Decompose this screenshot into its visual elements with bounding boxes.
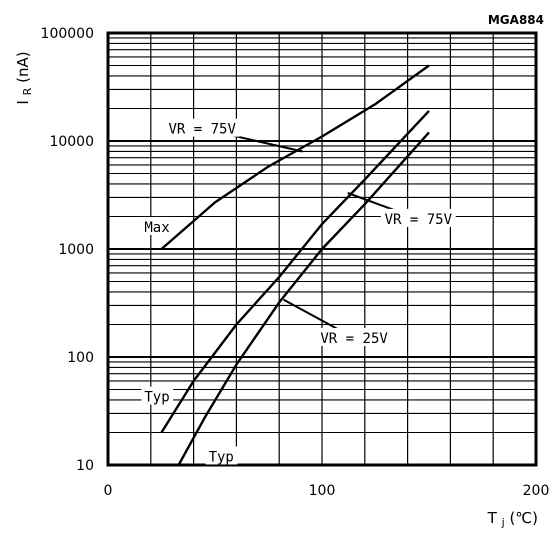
tick-labels: 10 100 1000 10000 100000 0 100 200 bbox=[41, 26, 550, 499]
y-tick-label: 10 bbox=[76, 458, 94, 474]
x-tick-label: 0 bbox=[104, 483, 113, 499]
y-axis-label: I R (nA) bbox=[14, 51, 35, 104]
series-group bbox=[160, 64, 430, 466]
series-line-1 bbox=[160, 110, 430, 434]
x-tick-label: 200 bbox=[523, 483, 550, 499]
x-axis-label-sub: j bbox=[501, 516, 505, 529]
plot-frame bbox=[106, 31, 538, 467]
annotation-bg bbox=[141, 216, 174, 235]
annotation-bg bbox=[380, 208, 456, 227]
y-axis-label-sub: R bbox=[21, 87, 34, 95]
x-axis-label-main: T bbox=[487, 509, 498, 527]
y-axis-label-main: I bbox=[14, 100, 32, 104]
annotation-label: Typ bbox=[209, 449, 234, 465]
annotation-bg bbox=[205, 446, 238, 465]
x-axis-label: T j (℃) bbox=[487, 509, 538, 530]
series-line-2 bbox=[177, 131, 430, 466]
annotations: VR = 75V VR = 75V VR = 25V Max Typ Typ bbox=[141, 118, 456, 465]
annotation-label: Max bbox=[144, 220, 169, 236]
y-tick-label: 10000 bbox=[49, 134, 94, 150]
y-axis-label-unit: (nA) bbox=[14, 51, 32, 82]
annotation-label: VR = 25V bbox=[320, 331, 388, 347]
y-tick-label: 100 bbox=[67, 350, 94, 366]
annotation-label: Typ bbox=[144, 390, 169, 406]
annotation-label: VR = 75V bbox=[168, 122, 236, 138]
figure-code: MGA884 bbox=[488, 13, 544, 27]
series-line-0 bbox=[160, 64, 430, 250]
annotation-bg bbox=[164, 118, 240, 137]
x-tick-label: 100 bbox=[309, 483, 336, 499]
grid bbox=[108, 33, 536, 465]
annotation-label: VR = 75V bbox=[385, 212, 453, 228]
annotation-bg bbox=[316, 327, 392, 346]
y-tick-label: 1000 bbox=[58, 242, 94, 258]
x-axis-label-unit: (℃) bbox=[509, 509, 538, 527]
annotation-bg bbox=[141, 386, 174, 405]
y-tick-label: 100000 bbox=[41, 26, 94, 42]
